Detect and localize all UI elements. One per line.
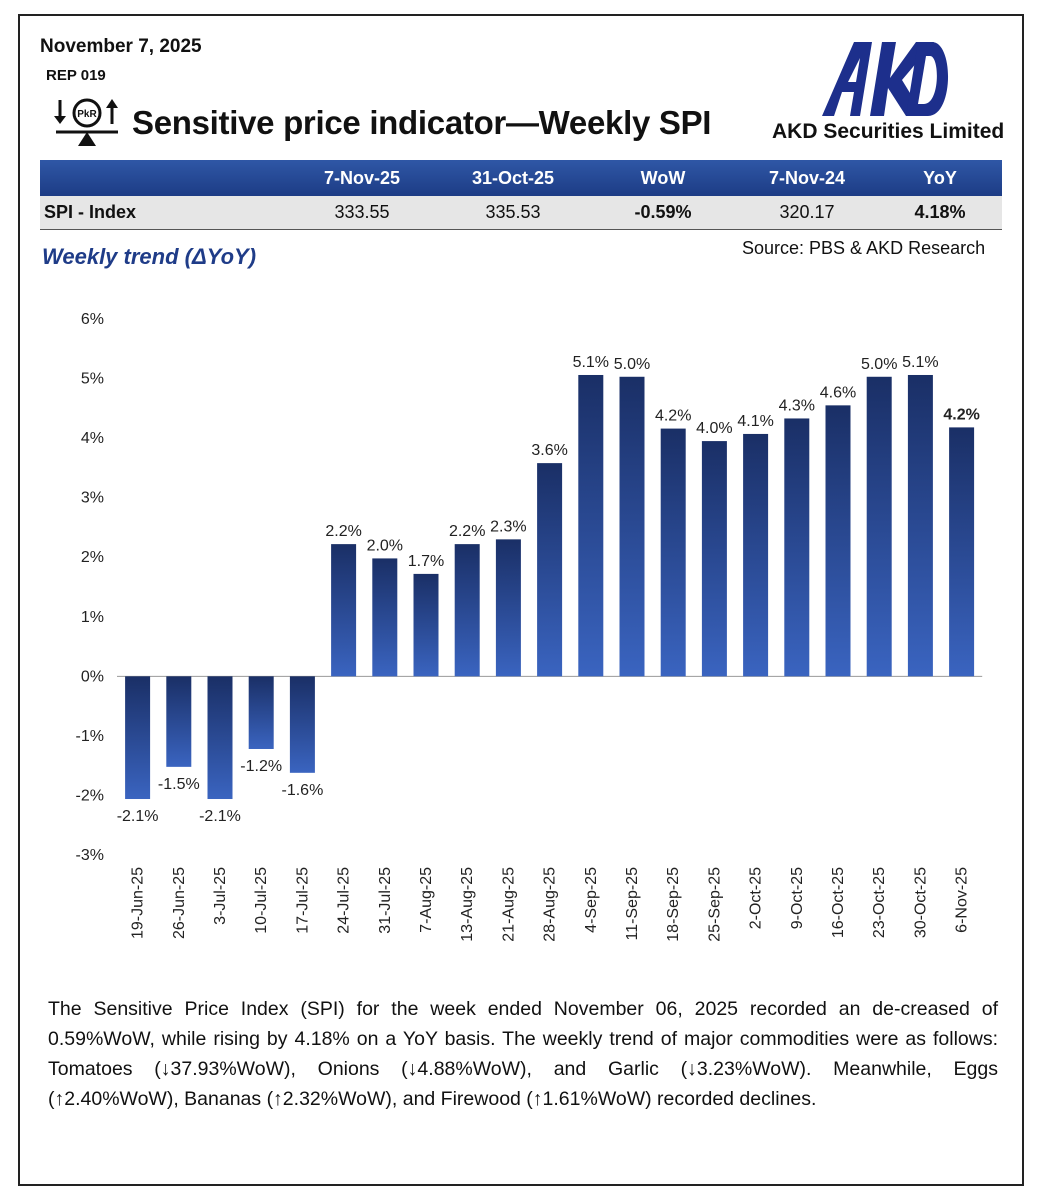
x-tick-label: 7-Aug-25	[418, 867, 435, 933]
y-tick-label: 2%	[81, 549, 104, 566]
data-label: -1.2%	[240, 758, 282, 775]
page-title: Sensitive price indicator—Weekly SPI	[132, 104, 712, 141]
x-tick-label: 2-Oct-25	[748, 867, 765, 929]
y-tick-label: -2%	[76, 787, 104, 804]
data-label: 1.7%	[408, 553, 444, 570]
bar-7-Aug-25	[413, 573, 439, 677]
data-label: 2.2%	[325, 523, 361, 540]
x-tick-label: 21-Aug-25	[500, 867, 517, 942]
x-tick-label: 31-Jul-25	[377, 867, 394, 934]
bar-25-Sep-25	[701, 441, 727, 677]
report-date: November 7, 2025	[40, 36, 202, 57]
bar-17-Jul-25	[289, 676, 315, 773]
x-tick-label: 19-Jun-25	[130, 867, 147, 939]
pkr-label: PkR	[77, 109, 97, 120]
data-label: 2.0%	[367, 537, 403, 554]
x-tick-label: 10-Jul-25	[253, 867, 270, 934]
x-tick-label: 28-Aug-25	[542, 867, 559, 942]
header-cell: 7-Nov-24	[768, 167, 846, 188]
x-tick-label: 30-Oct-25	[912, 867, 929, 938]
data-label: 5.1%	[902, 354, 938, 371]
y-tick-label: 3%	[81, 490, 104, 507]
data-label: 5.0%	[861, 356, 897, 373]
x-tick-label: 9-Oct-25	[789, 867, 806, 929]
bar-16-Oct-25	[825, 405, 851, 677]
header-cell: 31-Oct-25	[471, 167, 555, 188]
x-tick-label: 26-Jun-25	[171, 867, 188, 939]
table-cell-yoy: 4.18%	[914, 202, 966, 222]
table-cell: 335.53	[485, 202, 541, 222]
data-label: 5.0%	[614, 356, 650, 373]
data-label: 4.2%	[943, 406, 979, 423]
chart-subtitle: Weekly trend (ΔYoY)	[42, 244, 257, 269]
report-frame	[18, 14, 1024, 1186]
bar-31-Jul-25	[372, 558, 398, 677]
bar-30-Oct-25	[907, 374, 933, 677]
data-label: -2.1%	[199, 808, 241, 825]
data-label: 5.1%	[573, 354, 609, 371]
bar-19-Jun-25	[125, 676, 151, 800]
table-cell-wow: -0.59%	[634, 202, 692, 222]
bar-9-Oct-25	[784, 418, 810, 677]
bar-4-Sep-25	[578, 374, 604, 677]
data-label: 4.0%	[696, 420, 732, 437]
table-header: 7-Nov-25 31-Oct-25 WoW 7-Nov-24 YoY	[40, 160, 1002, 196]
akd-logo	[822, 42, 949, 116]
y-tick-label: -1%	[76, 728, 104, 745]
company-name: AKD Securities Limited	[772, 120, 1005, 143]
x-tick-label: 3-Jul-25	[212, 867, 229, 925]
bar-6-Nov-25	[949, 427, 975, 677]
x-tick-label: 24-Jul-25	[336, 867, 353, 934]
data-label: -2.1%	[117, 808, 159, 825]
header-cell: YoY	[923, 167, 957, 188]
data-label: -1.5%	[158, 776, 200, 793]
data-label: 4.2%	[655, 408, 691, 425]
x-tick-label: 4-Sep-25	[583, 867, 600, 933]
bar-2-Oct-25	[743, 433, 769, 677]
bar-10-Jul-25	[248, 676, 274, 749]
y-tick-label: 4%	[81, 430, 104, 447]
x-tick-label: 18-Sep-25	[665, 867, 682, 942]
bar-24-Jul-25	[331, 544, 357, 677]
y-tick-label: 1%	[81, 609, 104, 626]
table-row: SPI - Index 333.55 335.53 -0.59% 320.17 …	[40, 196, 1002, 230]
x-tick-label: 17-Jul-25	[294, 867, 311, 934]
data-label: 4.3%	[779, 397, 815, 414]
x-tick-label: 13-Aug-25	[459, 867, 476, 942]
x-tick-label: 6-Nov-25	[954, 867, 971, 933]
x-tick-label: 23-Oct-25	[871, 867, 888, 938]
y-tick-label: -3%	[76, 847, 104, 864]
x-tick-label: 11-Sep-25	[624, 867, 641, 941]
table-cell: 320.17	[779, 202, 835, 222]
weekly-yoy-bar-chart: 6% 5% 4% 3% 2% 1% 0% -1% -2% -3% -2.1% -1.5% -2.1% -…	[76, 311, 983, 942]
table-cell: 333.55	[334, 202, 390, 222]
x-tick-label: 16-Oct-25	[830, 867, 847, 938]
price-scale-icon: PkR	[54, 98, 118, 146]
bar-18-Sep-25	[660, 428, 686, 677]
bar-3-Jul-25	[207, 676, 233, 800]
bar-21-Aug-25	[495, 539, 521, 677]
row-label: SPI - Index	[44, 202, 137, 222]
bar-11-Sep-25	[619, 376, 645, 677]
x-tick-label: 25-Sep-25	[706, 867, 723, 942]
report-id: REP 019	[46, 67, 106, 84]
bar-26-Jun-25	[166, 676, 192, 767]
data-label: 4.1%	[737, 413, 773, 430]
source-note: Source: PBS & AKD Research	[742, 238, 986, 258]
spi-table: 7-Nov-25 31-Oct-25 WoW 7-Nov-24 YoY SPI …	[40, 160, 1002, 230]
data-label: -1.6%	[282, 782, 324, 799]
data-label: 3.6%	[531, 442, 567, 459]
bar-13-Aug-25	[454, 544, 480, 677]
y-tick-label: 0%	[81, 668, 104, 685]
bar-28-Aug-25	[537, 463, 563, 677]
data-label: 2.2%	[449, 523, 485, 540]
y-tick-label: 5%	[81, 371, 104, 388]
data-label: 2.3%	[490, 518, 526, 535]
y-tick-label: 6%	[81, 311, 104, 328]
header-cell: 7-Nov-25	[323, 167, 401, 188]
data-label: 4.6%	[820, 384, 856, 401]
bar-23-Oct-25	[866, 376, 892, 677]
commentary-paragraph: The Sensitive Price Index (SPI) for the …	[48, 998, 998, 1110]
header-cell: WoW	[640, 167, 686, 188]
